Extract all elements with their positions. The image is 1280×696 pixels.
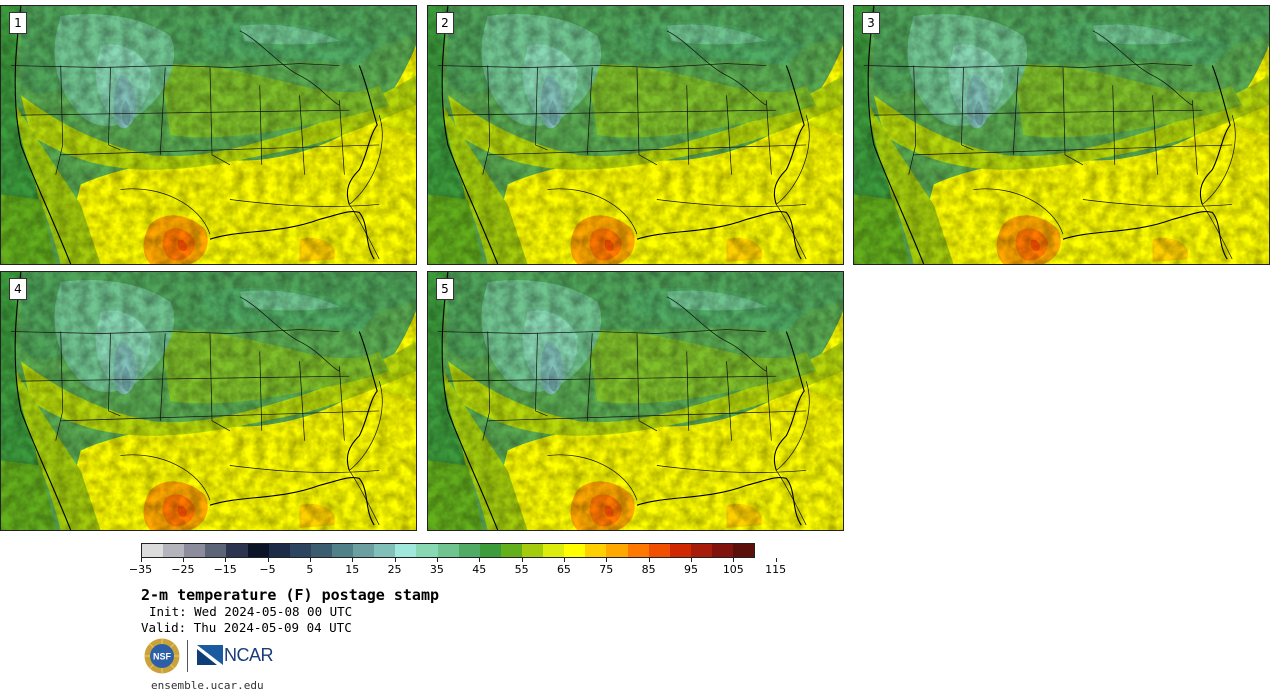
colorbar-tick-mark: [479, 558, 481, 562]
colorbar-segment: [606, 544, 628, 557]
colorbar-segment: [669, 544, 691, 557]
panel-number: 1: [9, 12, 27, 34]
colorbar-segment: [268, 544, 290, 557]
colorbar-tick-label: 65: [556, 563, 571, 576]
temperature-map: [1, 272, 416, 530]
map-panel-1: 1: [0, 5, 417, 265]
colorbar-tick-mark: [309, 558, 311, 562]
colorbar-tick-label: −35: [128, 563, 153, 576]
colorbar-tick-mark: [352, 558, 354, 562]
colorbar-tick-mark: [436, 558, 438, 562]
init-time: Init: Wed 2024-05-08 00 UTC: [149, 604, 353, 619]
map-panel-5: 5: [427, 271, 844, 531]
panel-number: 2: [436, 12, 454, 34]
colorbar-tick-mark: [775, 558, 777, 562]
colorbar-tick-mark: [690, 558, 692, 562]
panel-number: 4: [9, 278, 27, 300]
colorbar-segment: [521, 544, 544, 557]
colorbar-tick-mark: [606, 558, 608, 562]
colorbar-segment: [353, 544, 375, 557]
colorbar-tick-label: 55: [514, 563, 529, 576]
colorbar-segment: [163, 544, 185, 557]
colorbar-segment: [374, 544, 396, 557]
map-panel-3: 3: [853, 5, 1270, 265]
colorbar-tick-label: −25: [171, 563, 195, 576]
colorbar-segment: [247, 544, 269, 557]
nsf-logo-icon: NSF: [144, 638, 180, 674]
colorbar-segment: [690, 544, 712, 557]
colorbar-segment: [289, 544, 311, 557]
panel-number: 5: [436, 278, 454, 300]
colorbar-segment: [331, 544, 354, 557]
colorbar-segment: [648, 544, 670, 557]
temperature-map: [428, 272, 843, 530]
colorbar-segment: [310, 544, 332, 557]
colorbar-tick-mark: [563, 558, 565, 562]
valid-time: Valid: Thu 2024-05-09 04 UTC: [141, 620, 352, 635]
colorbar-tick-label: 75: [599, 563, 614, 576]
colorbar-tick-label: 85: [641, 563, 656, 576]
colorbar-ticks: −35 −25 −15 −5 5 15 25 35 45 55 65 75 85 95 105 115: [129, 558, 786, 578]
colorbar-segment: [458, 544, 480, 557]
colorbar-segment: [142, 544, 164, 557]
colorbar-segment: [733, 544, 755, 557]
colorbar: [141, 543, 755, 558]
colorbar-tick-mark: [225, 558, 227, 562]
colorbar-segment: [205, 544, 227, 557]
colorbar-tick-label: 35: [429, 563, 444, 576]
colorbar-tick-label: −5: [259, 563, 276, 576]
colorbar-segment: [585, 544, 607, 557]
colorbar-tick-label: 15: [345, 563, 360, 576]
colorbar-segment: [395, 544, 417, 557]
plot-title: 2-m temperature (F) postage stamp: [141, 586, 440, 604]
ncar-text: NCAR: [224, 645, 274, 665]
colorbar-tick-label: −15: [213, 563, 237, 576]
colorbar-tick-mark: [182, 558, 184, 562]
colorbar-segment: [416, 544, 438, 557]
map-panel-2: 2: [427, 5, 844, 265]
colorbar-segment: [627, 544, 649, 557]
colorbar-segment: [564, 544, 586, 557]
colorbar-tick-label: 95: [683, 563, 698, 576]
colorbar-tick-mark: [140, 558, 142, 562]
svg-text:NSF: NSF: [153, 652, 172, 662]
temperature-map: [428, 6, 843, 264]
colorbar-tick-mark: [267, 558, 269, 562]
map-panel-4: 4: [0, 271, 417, 531]
colorbar-tick-label: 105: [722, 563, 744, 576]
panel-number: 3: [862, 12, 880, 34]
colorbar-tick-mark: [394, 558, 396, 562]
colorbar-tick-label: 5: [306, 563, 314, 576]
colorbar-segment: [479, 544, 501, 557]
colorbar-segment: [437, 544, 459, 557]
temperature-map: [1, 6, 416, 264]
colorbar-tick-mark: [733, 558, 735, 562]
colorbar-tick-label: 115: [765, 563, 787, 576]
colorbar-tick-label: 45: [472, 563, 487, 576]
colorbar-tick-mark: [521, 558, 523, 562]
temperature-map: [854, 6, 1269, 264]
logo-separator: [187, 640, 188, 672]
colorbar-segment: [543, 544, 565, 557]
site-url: ensemble.ucar.edu: [151, 679, 264, 692]
colorbar-tick-label: 25: [387, 563, 402, 576]
ncar-mark-icon: [197, 645, 223, 665]
colorbar-segment: [184, 544, 206, 557]
colorbar-segment: [500, 544, 522, 557]
colorbar-segment: [711, 544, 734, 557]
colorbar-segment: [226, 544, 248, 557]
ncar-logo: NCAR: [197, 643, 275, 669]
colorbar-tick-mark: [648, 558, 650, 562]
